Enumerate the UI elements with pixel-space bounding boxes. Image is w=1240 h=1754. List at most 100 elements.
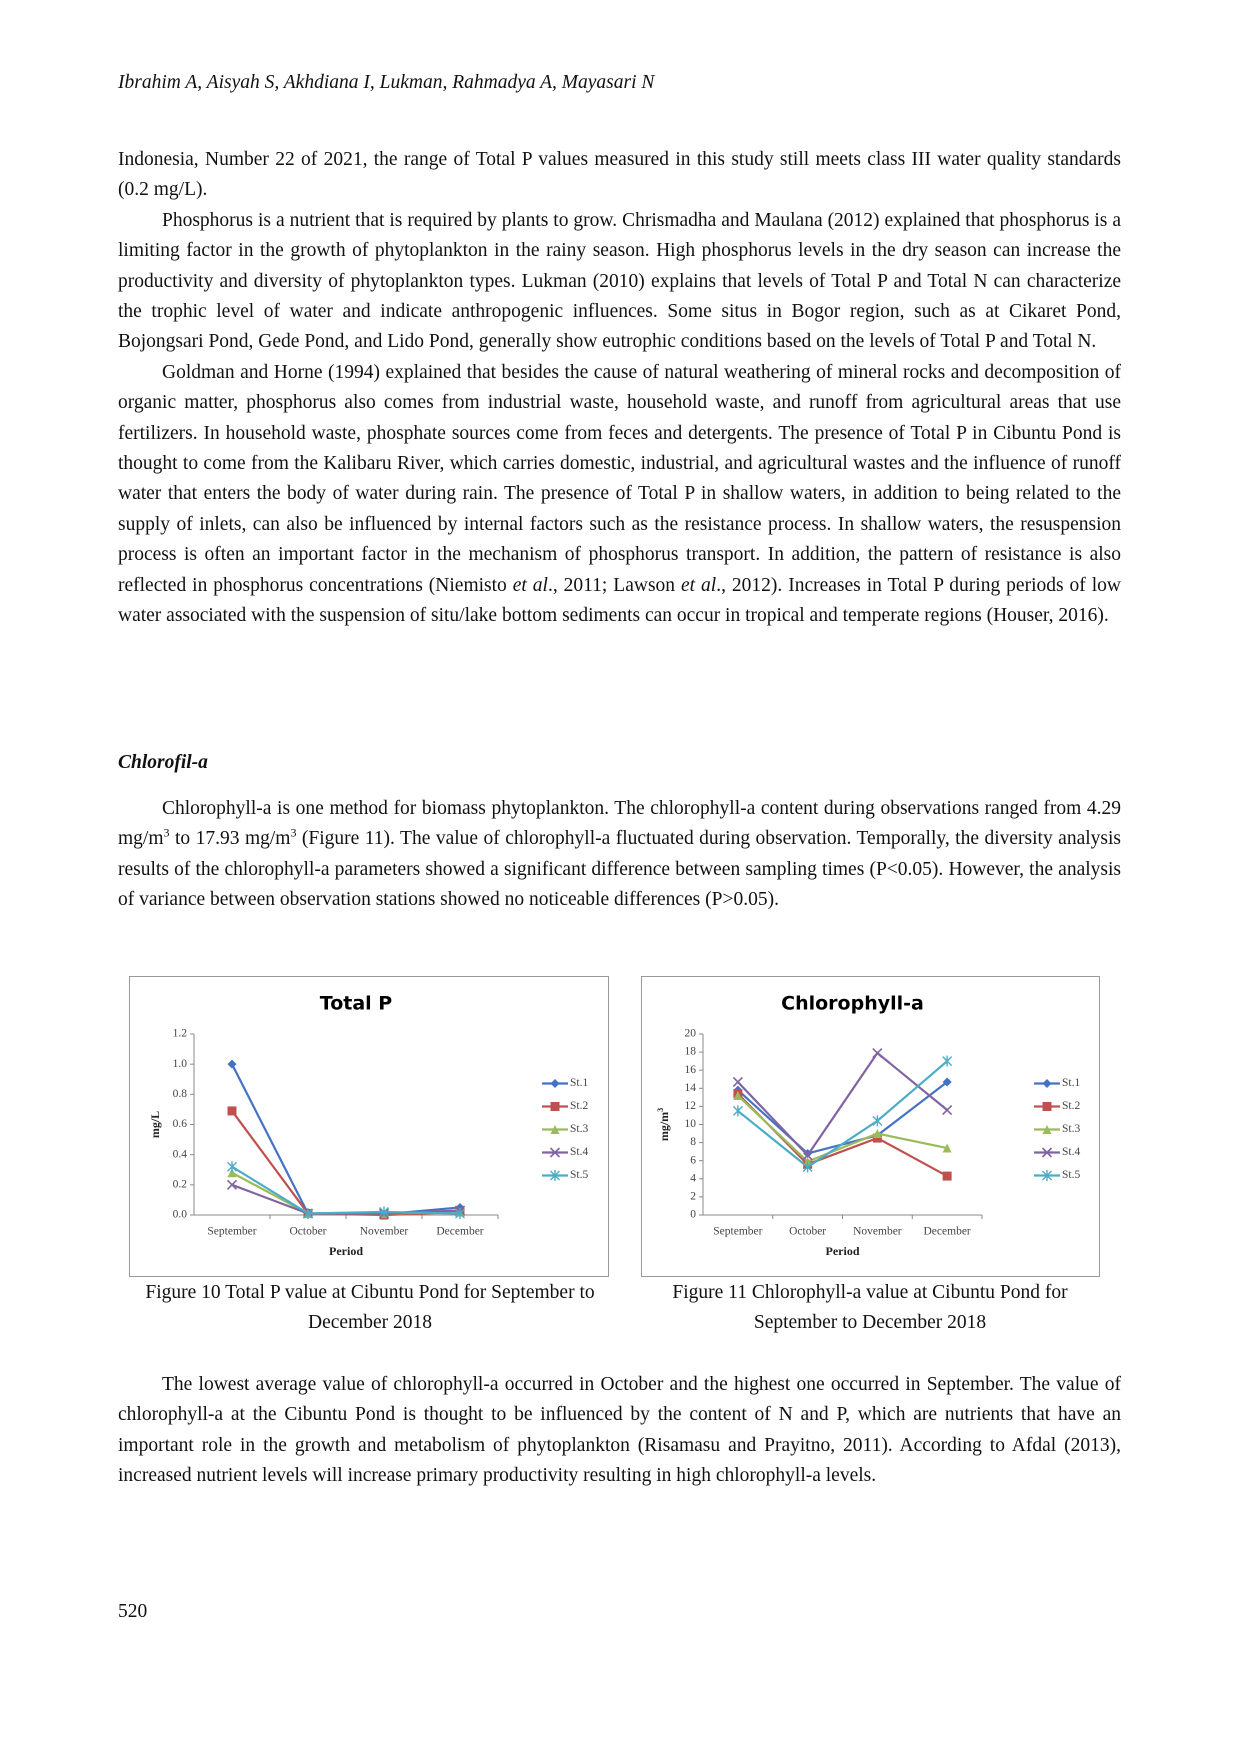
marker bbox=[303, 1207, 313, 1219]
marker bbox=[802, 1161, 813, 1173]
y-tick-label: 0.8 bbox=[173, 1088, 188, 1100]
marker bbox=[872, 1129, 882, 1139]
marker bbox=[549, 1147, 561, 1158]
marker bbox=[1041, 1147, 1053, 1158]
legend-label: St.4 bbox=[570, 1146, 588, 1158]
marker bbox=[550, 1125, 560, 1134]
text-run: et al bbox=[512, 574, 548, 596]
marker bbox=[379, 1206, 389, 1218]
legend-label: St.3 bbox=[1062, 1123, 1080, 1135]
y-tick-label: 8 bbox=[690, 1136, 696, 1148]
marker bbox=[455, 1207, 465, 1219]
y-tick-label: 0.4 bbox=[173, 1148, 188, 1160]
series-line bbox=[231, 1165, 461, 1215]
y-tick-label: 0.2 bbox=[173, 1178, 188, 1190]
running-header: Ibrahim A, Aisyah S, Akhdiana I, Lukman,… bbox=[118, 72, 655, 93]
y-axis-label-text: mg/m bbox=[657, 1112, 671, 1141]
legend-label: St.3 bbox=[570, 1123, 588, 1135]
x-tick-label: September bbox=[207, 1226, 256, 1238]
marker bbox=[872, 1115, 883, 1127]
y-axis-label-text: mg/L bbox=[148, 1111, 162, 1138]
y-tick-label: 2 bbox=[690, 1191, 696, 1203]
marker bbox=[942, 1171, 952, 1181]
marker bbox=[455, 1202, 465, 1212]
x-tick-label: September bbox=[713, 1226, 762, 1238]
text-run: et al bbox=[681, 574, 717, 596]
body-text: Chlorophyll-a is one method for biomass … bbox=[118, 794, 1121, 916]
figure-box: Total P 0.0 0.2 0.4 0.6 0.8 1.0 1.2 September Oct… bbox=[129, 976, 609, 1277]
series-line bbox=[231, 1183, 461, 1215]
marker bbox=[802, 1150, 813, 1161]
marker bbox=[550, 1079, 560, 1088]
paragraph: Phosphorus is a nutrient that is require… bbox=[118, 206, 1121, 358]
body-text: The lowest average value of chlorophyll-… bbox=[118, 1370, 1121, 1492]
marker bbox=[1042, 1079, 1052, 1088]
marker bbox=[1042, 1125, 1052, 1134]
series-line bbox=[737, 1060, 948, 1169]
marker bbox=[227, 1161, 237, 1173]
y-tick-label: 18 bbox=[685, 1046, 697, 1058]
y-tick-label: 0.0 bbox=[173, 1209, 188, 1221]
chart-title: Total P bbox=[320, 993, 393, 1015]
marker bbox=[227, 1106, 237, 1116]
x-axis-label: Period bbox=[826, 1244, 860, 1258]
series-line bbox=[231, 1110, 461, 1217]
y-tick-label: 6 bbox=[690, 1154, 696, 1166]
y-tick-label: 1.0 bbox=[173, 1058, 188, 1070]
x-tick-label: December bbox=[436, 1226, 483, 1238]
marker bbox=[1042, 1102, 1052, 1111]
text-run: 3 bbox=[163, 825, 170, 840]
y-tick-label: 4 bbox=[690, 1172, 696, 1184]
marker bbox=[550, 1170, 560, 1181]
marker bbox=[1042, 1170, 1052, 1181]
legend-label: St.2 bbox=[1062, 1100, 1080, 1112]
marker bbox=[550, 1102, 560, 1111]
x-tick-label: November bbox=[853, 1226, 902, 1238]
text-run: (Figure 11). The value of chlorophyll-a … bbox=[118, 828, 1121, 911]
chart: Chlorophyll-a 0 2 4 6 8 10 12 14 16 18 20 September O… bbox=[656, 993, 1081, 1258]
text-run: Chlorophyll-a is one method for biomass … bbox=[118, 798, 1121, 850]
y-tick-label: 0.6 bbox=[173, 1118, 188, 1130]
text-run: to 17.93 mg/m bbox=[169, 828, 291, 850]
marker bbox=[942, 1104, 953, 1116]
y-tick-label: 10 bbox=[685, 1118, 697, 1130]
marker bbox=[732, 1076, 743, 1088]
x-tick-label: October bbox=[289, 1226, 326, 1238]
section-title: Chlorofil-a bbox=[118, 752, 208, 773]
marker bbox=[227, 1059, 237, 1069]
marker bbox=[942, 1077, 952, 1087]
x-tick-label: October bbox=[789, 1226, 826, 1238]
body-text: Indonesia, Number 22 of 2021, the range … bbox=[118, 145, 1121, 632]
y-tick-label: 12 bbox=[685, 1100, 697, 1112]
text-run: Goldman and Horne (1994) explained that … bbox=[118, 361, 1121, 596]
marker bbox=[872, 1133, 882, 1143]
page-number: 520 bbox=[118, 1601, 148, 1622]
paragraph: Goldman and Horne (1994) explained that … bbox=[118, 358, 1121, 632]
y-tick-label: 16 bbox=[685, 1064, 697, 1076]
legend-label: St.4 bbox=[1062, 1146, 1080, 1158]
text-run: The lowest average value of chlorophyll-… bbox=[118, 1374, 1121, 1487]
chart-title: Chlorophyll-a bbox=[781, 993, 924, 1015]
legend-label: St.2 bbox=[570, 1100, 588, 1112]
marker bbox=[872, 1047, 883, 1059]
marker bbox=[732, 1105, 743, 1117]
y-tick-label: 20 bbox=[685, 1028, 697, 1040]
legend-label: St.1 bbox=[1062, 1077, 1080, 1089]
series-line bbox=[737, 1094, 948, 1163]
marker bbox=[227, 1168, 237, 1178]
text-run: Phosphorus is a nutrient that is require… bbox=[118, 209, 1121, 353]
paragraph: Chlorophyll-a is one method for biomass … bbox=[118, 794, 1121, 916]
text-run: ., 2011; Lawson bbox=[547, 574, 681, 596]
y-axis-label: mg/m3 bbox=[656, 1108, 671, 1141]
series-line bbox=[231, 1171, 461, 1215]
paragraph: Indonesia, Number 22 of 2021, the range … bbox=[118, 145, 1121, 206]
y-tick-label: 0 bbox=[690, 1209, 696, 1221]
y-axis-label-superscript: 3 bbox=[656, 1108, 665, 1112]
figure-box: Chlorophyll-a 0 2 4 6 8 10 12 14 16 18 20 September O… bbox=[641, 976, 1100, 1277]
marker bbox=[942, 1143, 952, 1153]
y-axis-label: mg/L bbox=[148, 1111, 162, 1138]
marker bbox=[942, 1055, 953, 1067]
x-axis-label: Period bbox=[329, 1244, 363, 1258]
y-tick-label: 14 bbox=[685, 1082, 697, 1094]
